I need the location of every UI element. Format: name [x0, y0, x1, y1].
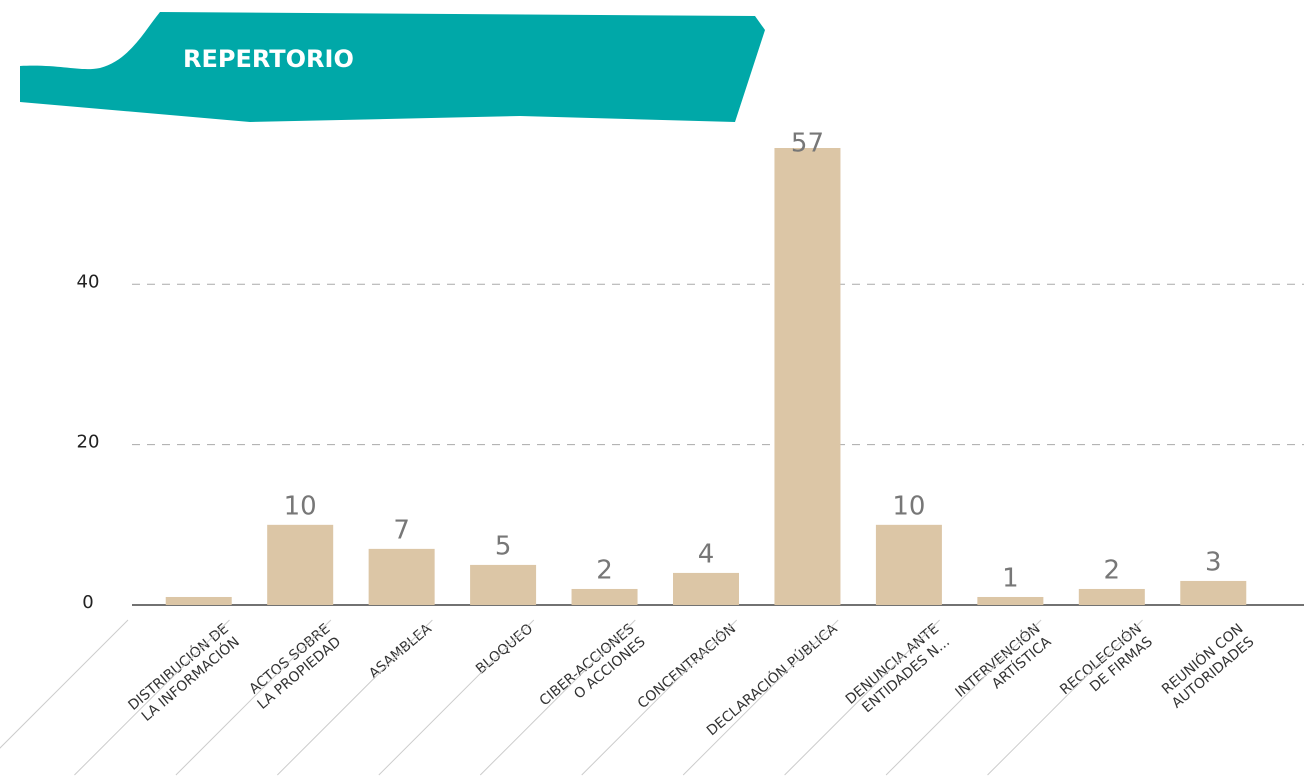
category-divider: [378, 619, 535, 776]
value-label: 10: [284, 491, 317, 521]
category-divider: [682, 619, 839, 776]
bar: [977, 596, 1044, 605]
bar: [571, 588, 638, 605]
bar: [165, 596, 232, 605]
category-divider: [987, 619, 1143, 776]
bar: [875, 524, 942, 605]
value-label: 4: [698, 539, 715, 569]
category-divider: [175, 619, 332, 776]
category-divider: [479, 619, 636, 776]
bar: [267, 524, 334, 605]
header-banner: [20, 12, 765, 122]
category-divider: [74, 619, 230, 776]
bar: [774, 148, 841, 605]
category-divider: [277, 619, 433, 776]
value-label: 10: [892, 491, 925, 521]
bar: [368, 548, 435, 605]
y-tick-label: 20: [77, 432, 100, 453]
value-label: 1: [1002, 563, 1019, 593]
bar: [470, 564, 537, 605]
value-label: 7: [393, 515, 410, 545]
bar: [1078, 588, 1145, 605]
category-divider: [581, 619, 738, 776]
bar: [1180, 580, 1247, 605]
y-tick-label: 40: [77, 271, 100, 292]
value-label: 57: [791, 129, 824, 159]
value-label: 3: [1205, 547, 1222, 577]
value-label: 2: [596, 555, 613, 585]
category-divider: [885, 619, 1042, 776]
chart-title: REPERTORIO: [183, 45, 354, 73]
category-divider: [784, 619, 940, 776]
bar: [673, 572, 739, 605]
y-tick-label: 0: [82, 592, 93, 613]
value-label: 5: [495, 531, 512, 561]
value-label: 2: [1104, 555, 1121, 585]
category-divider: [0, 619, 129, 749]
